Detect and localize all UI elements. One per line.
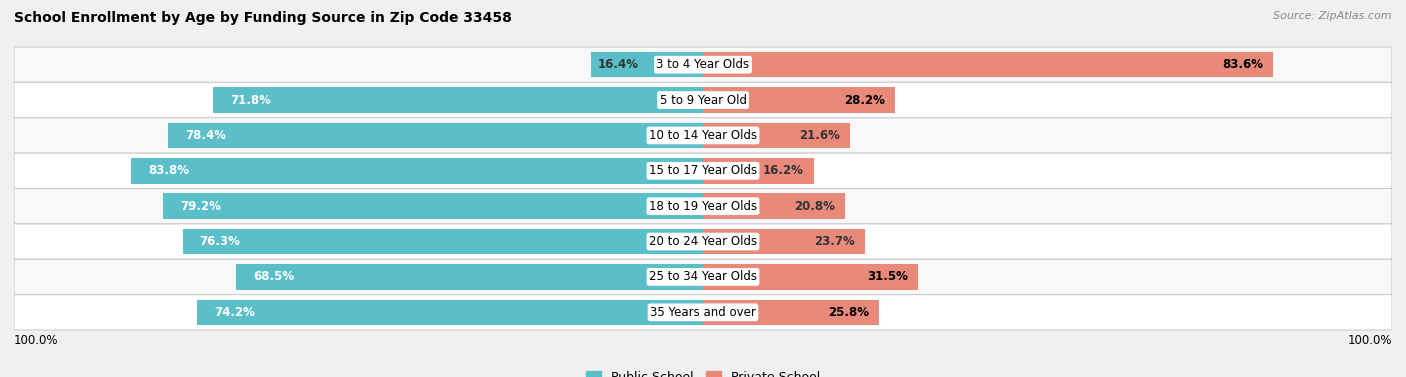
Bar: [214, 87, 703, 113]
Text: 21.6%: 21.6%: [799, 129, 841, 142]
Text: 35 Years and over: 35 Years and over: [650, 306, 756, 319]
Bar: [703, 229, 865, 254]
Bar: [163, 193, 703, 219]
Text: 25 to 34 Year Olds: 25 to 34 Year Olds: [650, 270, 756, 284]
Text: 83.8%: 83.8%: [149, 164, 190, 177]
Text: 20 to 24 Year Olds: 20 to 24 Year Olds: [650, 235, 756, 248]
Text: 31.5%: 31.5%: [866, 270, 908, 284]
FancyBboxPatch shape: [14, 224, 1392, 259]
Text: 76.3%: 76.3%: [200, 235, 240, 248]
Text: 79.2%: 79.2%: [180, 200, 221, 213]
Text: 5 to 9 Year Old: 5 to 9 Year Old: [659, 93, 747, 107]
Text: 20.8%: 20.8%: [794, 200, 835, 213]
Text: 78.4%: 78.4%: [186, 129, 226, 142]
Text: 16.4%: 16.4%: [598, 58, 638, 71]
FancyBboxPatch shape: [14, 294, 1392, 330]
Bar: [169, 123, 703, 148]
Text: 10 to 14 Year Olds: 10 to 14 Year Olds: [650, 129, 756, 142]
Text: 3 to 4 Year Olds: 3 to 4 Year Olds: [657, 58, 749, 71]
FancyBboxPatch shape: [14, 118, 1392, 153]
Text: 18 to 19 Year Olds: 18 to 19 Year Olds: [650, 200, 756, 213]
FancyBboxPatch shape: [14, 188, 1392, 224]
Bar: [703, 158, 814, 184]
Bar: [703, 300, 879, 325]
Bar: [236, 264, 703, 290]
Text: 23.7%: 23.7%: [814, 235, 855, 248]
Text: 100.0%: 100.0%: [1347, 334, 1392, 346]
FancyBboxPatch shape: [14, 83, 1392, 118]
Text: 28.2%: 28.2%: [844, 93, 886, 107]
FancyBboxPatch shape: [14, 259, 1392, 294]
Bar: [703, 264, 918, 290]
Legend: Public School, Private School: Public School, Private School: [581, 366, 825, 377]
Text: 100.0%: 100.0%: [14, 334, 59, 346]
Text: 68.5%: 68.5%: [253, 270, 294, 284]
FancyBboxPatch shape: [14, 153, 1392, 188]
Bar: [703, 87, 896, 113]
Text: School Enrollment by Age by Funding Source in Zip Code 33458: School Enrollment by Age by Funding Sour…: [14, 11, 512, 25]
Text: 83.6%: 83.6%: [1222, 58, 1263, 71]
Bar: [591, 52, 703, 77]
Bar: [131, 158, 703, 184]
Text: Source: ZipAtlas.com: Source: ZipAtlas.com: [1274, 11, 1392, 21]
Text: 25.8%: 25.8%: [828, 306, 869, 319]
FancyBboxPatch shape: [14, 47, 1392, 83]
Bar: [197, 300, 703, 325]
Bar: [703, 123, 851, 148]
Bar: [703, 193, 845, 219]
Text: 15 to 17 Year Olds: 15 to 17 Year Olds: [650, 164, 756, 177]
Bar: [703, 52, 1274, 77]
Bar: [183, 229, 703, 254]
Text: 71.8%: 71.8%: [231, 93, 271, 107]
Text: 74.2%: 74.2%: [214, 306, 254, 319]
Text: 16.2%: 16.2%: [762, 164, 803, 177]
